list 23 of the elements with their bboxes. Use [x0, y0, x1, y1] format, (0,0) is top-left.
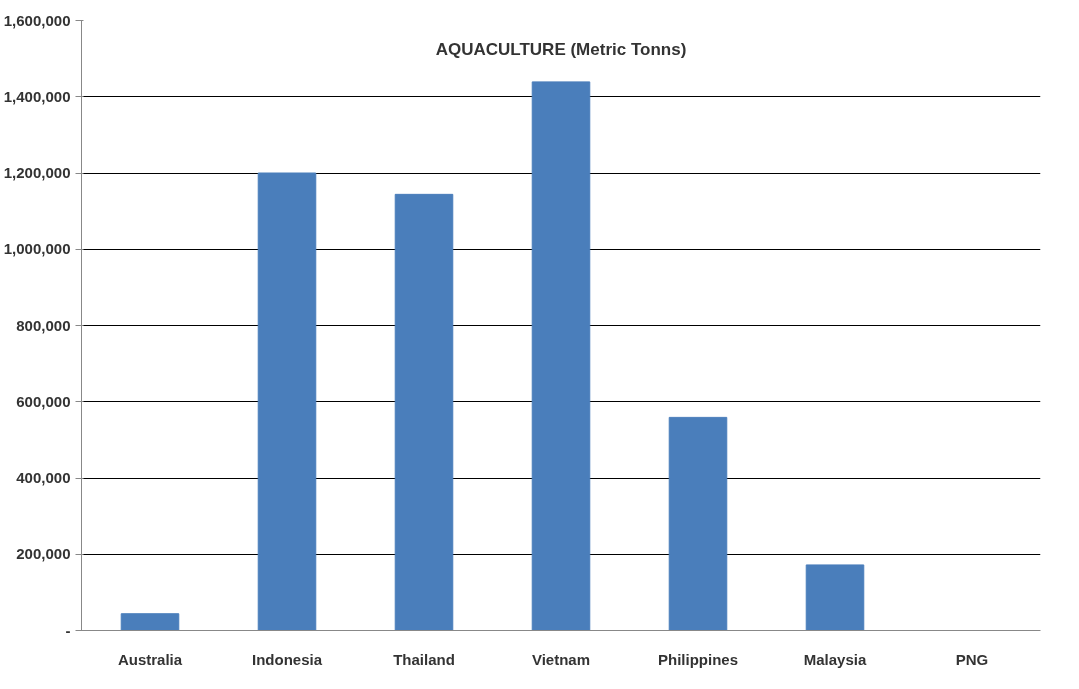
bar	[531, 81, 591, 631]
y-tick-label: 1,400,000	[3, 87, 71, 105]
bar	[120, 613, 180, 631]
y-tick-label: -	[65, 621, 71, 639]
bar	[257, 172, 317, 631]
text: AQUACULTURE (Metric Tonns)	[435, 39, 687, 59]
x-tick-label: Vietnam	[531, 650, 591, 668]
y-tick-label: 1,200,000	[3, 164, 71, 181]
x-tick-label: Thailand	[393, 650, 455, 668]
y-tick-label: 200,000	[16, 545, 71, 563]
x-tick-label: PNG	[955, 650, 989, 668]
bar	[394, 193, 454, 631]
bar	[805, 564, 865, 631]
x-tick-label: Philippines	[658, 650, 739, 668]
x-tick-label: Australia	[117, 650, 183, 668]
y-tick-label: 600,000	[16, 392, 71, 410]
y-tick-label: 400,000	[16, 469, 71, 486]
x-tick-label: Indonesia	[251, 650, 323, 668]
y-tick-label: 1,000,000	[3, 240, 71, 258]
y-tick-label: 1,600,000	[3, 11, 71, 29]
bar	[668, 416, 728, 631]
x-tick-label: Malaysia	[803, 650, 867, 668]
y-tick-label: 800,000	[16, 316, 71, 334]
